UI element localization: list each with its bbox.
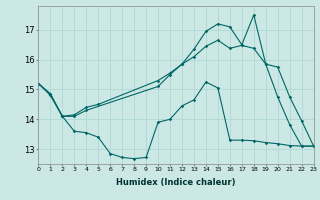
- X-axis label: Humidex (Indice chaleur): Humidex (Indice chaleur): [116, 178, 236, 187]
